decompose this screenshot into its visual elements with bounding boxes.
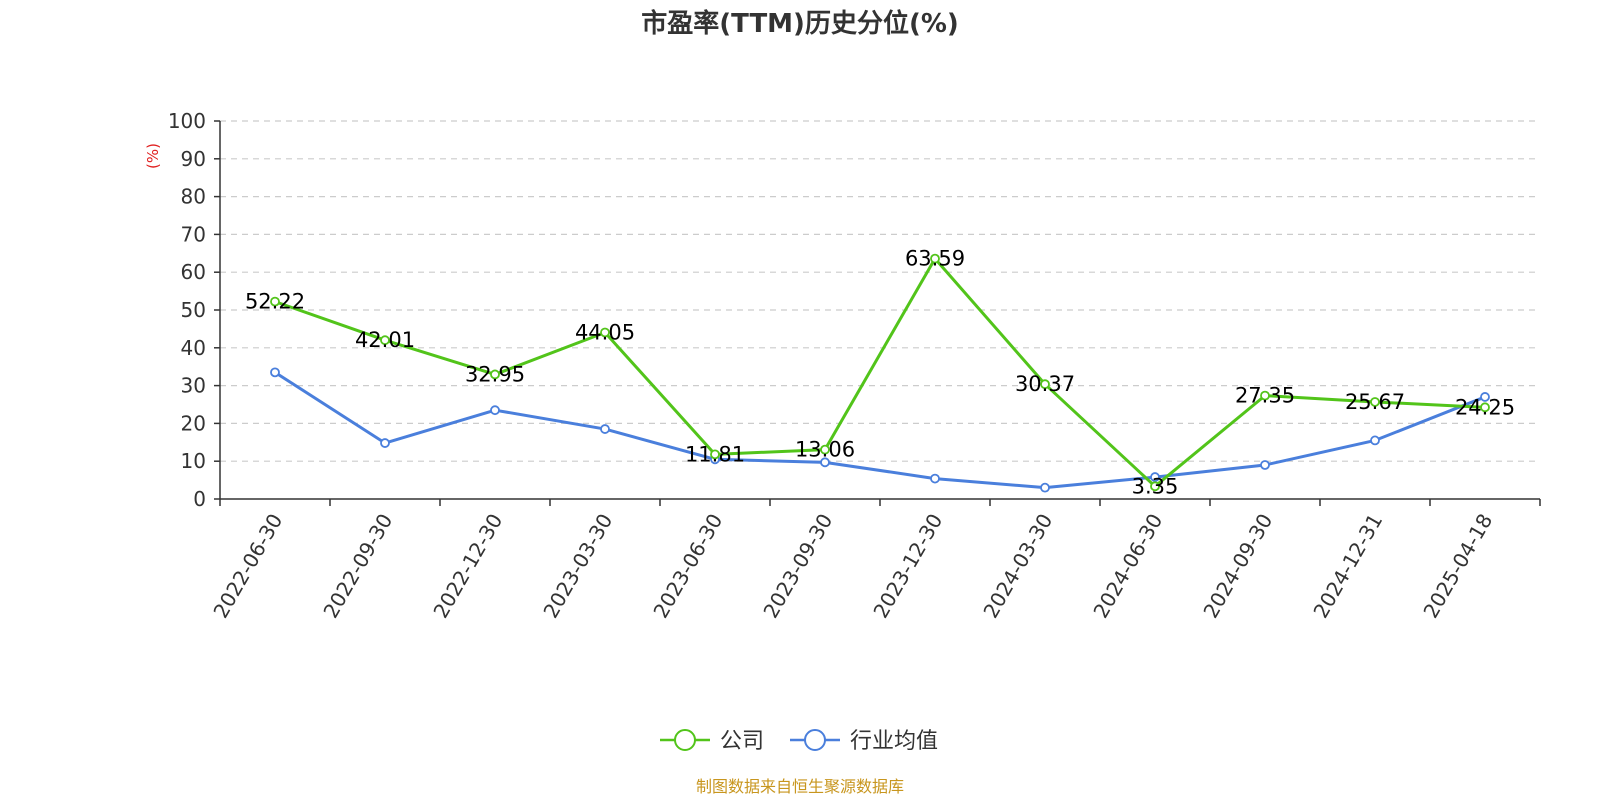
legend-marker: [674, 729, 696, 751]
x-tick-label: 2024-03-30: [978, 510, 1057, 623]
x-tick-label: 2024-12-31: [1308, 510, 1387, 623]
data-point: [930, 253, 940, 264]
data-point: [1260, 460, 1270, 470]
data-point: [600, 424, 610, 434]
data-point: [1150, 481, 1160, 492]
y-tick-label: 20: [181, 411, 206, 435]
data-point: [600, 327, 610, 338]
data-point: [1370, 397, 1380, 407]
x-tick-label: 2023-12-30: [868, 510, 947, 623]
x-tick-label: 2022-12-30: [428, 510, 507, 623]
data-point: [490, 369, 500, 380]
y-tick-label: 60: [181, 260, 206, 284]
data-point: [1040, 482, 1050, 493]
x-tick-label: 2023-03-30: [538, 510, 617, 623]
data-labels: 52.22 42.01 32.95 44.05 11.81 13.06 63.59 30.37…: [245, 247, 1515, 499]
y-tick-label: 0: [193, 487, 206, 511]
y-tick-label: 30: [181, 374, 206, 398]
data-point: [1040, 379, 1050, 390]
data-label: 24.25: [1455, 395, 1515, 419]
y-tick-label: 50: [181, 298, 206, 322]
axes: [214, 120, 1541, 506]
legend-item[interactable]: 行业均值: [790, 729, 938, 754]
data-point: [380, 438, 390, 448]
x-tick-label: 2022-06-30: [208, 510, 287, 623]
data-label: 3.35: [1132, 474, 1179, 498]
x-tick-label: 2024-06-30: [1088, 510, 1167, 623]
legend-marker: [804, 729, 826, 751]
data-point: [820, 457, 830, 468]
x-tick-labels: 2022-06-30 2022-09-30 2022-12-30 2023-03-30…: [208, 510, 1497, 623]
y-tick-label: 40: [181, 336, 206, 360]
data-point: [270, 367, 280, 378]
data-label: 42.01: [355, 328, 415, 352]
data-point: [1370, 435, 1380, 446]
data-point: [710, 449, 720, 460]
data-label: 25.67: [1345, 390, 1405, 414]
legend-item[interactable]: 公司: [660, 729, 764, 754]
grid-lines: [220, 120, 1540, 462]
data-label: 32.95: [465, 362, 525, 386]
x-tick-label: 2022-09-30: [318, 510, 397, 623]
y-axis-label: (%): [144, 143, 162, 169]
data-label: 63.59: [905, 247, 965, 271]
y-tick-label: 10: [181, 449, 206, 473]
data-point: [270, 296, 280, 307]
data-label: 13.06: [795, 438, 855, 462]
data-point: [820, 444, 830, 455]
data-point: [1480, 402, 1490, 413]
series-line: [274, 371, 1486, 490]
y-tick-labels: 0 10 20 30 40 50 60 70 80 90 100: [168, 109, 206, 511]
data-point: [1480, 392, 1490, 402]
source-note: 制图数据来自恒生聚源数据库: [696, 777, 904, 796]
x-tick-label: 2023-09-30: [758, 510, 837, 623]
series-line: [274, 257, 1486, 488]
series-lines: [274, 257, 1486, 490]
data-point: [1150, 472, 1160, 482]
legend-label: 公司: [720, 729, 764, 754]
y-tick-label: 80: [181, 185, 206, 209]
y-tick-label: 70: [181, 222, 206, 246]
data-point: [930, 473, 940, 484]
data-point: [490, 405, 500, 416]
data-point: [380, 335, 390, 346]
y-tick-label: 100: [168, 109, 206, 133]
legend-label: 行业均值: [850, 729, 938, 754]
legend[interactable]: 公司 行业均值: [660, 729, 938, 754]
x-tick-label: 2025-04-18: [1418, 510, 1497, 623]
series-points: [270, 253, 1490, 493]
data-point: [1260, 390, 1270, 401]
x-tick-label: 2024-09-30: [1198, 510, 1277, 623]
chart-title: 市盈率(TTM)历史分位(%): [641, 8, 959, 39]
x-tick-label: 2023-06-30: [648, 510, 727, 623]
y-tick-label: 90: [181, 147, 206, 171]
data-label: 27.35: [1235, 384, 1295, 408]
data-label: 30.37: [1015, 372, 1075, 396]
data-label: 11.81: [685, 442, 745, 466]
data-label: 52.22: [245, 290, 305, 314]
data-label: 44.05: [575, 320, 635, 344]
